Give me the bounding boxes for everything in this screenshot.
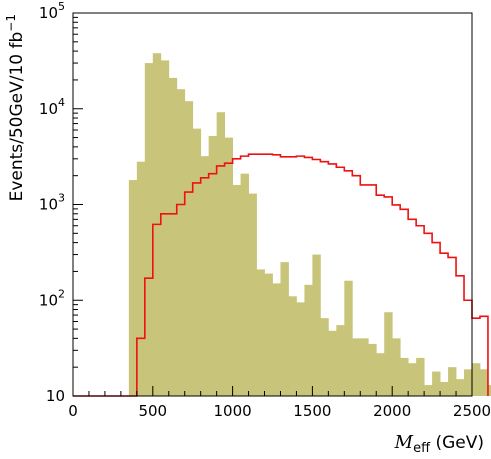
- filled-bar: [400, 357, 409, 396]
- step-histogram-line: [73, 153, 489, 397]
- filled-bar: [472, 363, 481, 396]
- y-tick-exponent: 3: [58, 192, 65, 205]
- filled-bar: [248, 193, 257, 396]
- filled-bar: [376, 353, 385, 396]
- x-axis-title-symbol: M: [394, 432, 414, 453]
- x-tick-label: 0: [68, 402, 78, 420]
- filled-bar: [224, 137, 233, 396]
- y-tick-base: 10: [39, 291, 58, 309]
- filled-bar: [304, 284, 313, 396]
- filled-bar: [176, 89, 186, 397]
- filled-bar: [368, 343, 377, 396]
- filled-bar: [448, 367, 457, 396]
- filled-bar: [384, 312, 393, 396]
- y-tick-base: 10: [39, 100, 58, 118]
- filled-bar: [352, 338, 361, 396]
- y-tick-base: 10: [39, 196, 58, 214]
- filled-bar: [360, 338, 369, 396]
- x-tick-label: 2000: [373, 402, 411, 420]
- y-tick-label: 104: [39, 96, 65, 118]
- x-tick-label: 1500: [293, 402, 331, 420]
- filled-histogram-layer: [128, 53, 491, 397]
- y-tick-base: 10: [39, 4, 58, 22]
- filled-bar: [479, 369, 489, 396]
- x-tick-label: 500: [138, 402, 167, 420]
- step-histogram-layer: [73, 153, 489, 397]
- y-axis-title: Events/50GeV/10 fb−1: [4, 14, 27, 201]
- filled-bar: [136, 161, 146, 396]
- axis-ticks-layer: [72, 16, 473, 397]
- filled-bar: [456, 379, 465, 396]
- x-tick-label: 2500: [453, 402, 491, 420]
- filled-bar: [184, 101, 194, 397]
- y-tick-exponent: 2: [58, 287, 65, 300]
- filled-bar: [232, 184, 241, 396]
- y-tick-exponent: 5: [58, 0, 65, 13]
- y-axis-title-main: Events/50GeV/10 fb: [7, 32, 27, 202]
- y-tick-base: 10: [46, 387, 65, 405]
- filled-bar: [344, 280, 353, 396]
- filled-bar: [160, 60, 170, 396]
- filled-bar: [487, 385, 491, 396]
- filled-bar: [296, 302, 305, 396]
- filled-bar: [256, 269, 265, 396]
- x-axis-title-unit: (GeV): [430, 433, 484, 453]
- filled-bar: [288, 296, 297, 396]
- filled-bar: [424, 385, 433, 396]
- y-tick-label: 10: [46, 387, 65, 405]
- filled-bar: [168, 77, 178, 397]
- filled-bar: [408, 363, 417, 396]
- y-tick-label: 105: [39, 0, 65, 22]
- filled-bar: [336, 325, 345, 396]
- filled-bar: [320, 318, 329, 396]
- x-tick-label: 1000: [214, 402, 252, 420]
- filled-bar: [432, 371, 441, 396]
- filled-bar: [440, 382, 449, 396]
- x-axis-title-subscript: eff: [413, 441, 431, 456]
- filled-bar: [192, 128, 202, 396]
- y-tick-exponent: 4: [58, 96, 65, 109]
- y-tick-label: 103: [39, 192, 65, 214]
- filled-bar: [216, 112, 226, 396]
- filled-bar: [208, 135, 218, 396]
- filled-bar: [416, 357, 425, 396]
- filled-bar: [240, 173, 249, 396]
- filled-bar: [144, 63, 154, 396]
- filled-bar: [328, 330, 337, 396]
- filled-bar: [312, 254, 321, 396]
- filled-bar: [128, 180, 138, 396]
- x-axis-title: Meff (GeV): [394, 432, 484, 456]
- y-axis-title-superscript: −1: [4, 14, 18, 32]
- filled-bar: [264, 273, 273, 396]
- filled-bar: [200, 156, 210, 396]
- filled-bar: [280, 262, 289, 396]
- filled-bar: [464, 369, 473, 396]
- filled-bar: [392, 338, 401, 396]
- plot-frame: [72, 12, 473, 397]
- y-tick-label: 102: [39, 287, 65, 309]
- filled-bar: [272, 283, 281, 396]
